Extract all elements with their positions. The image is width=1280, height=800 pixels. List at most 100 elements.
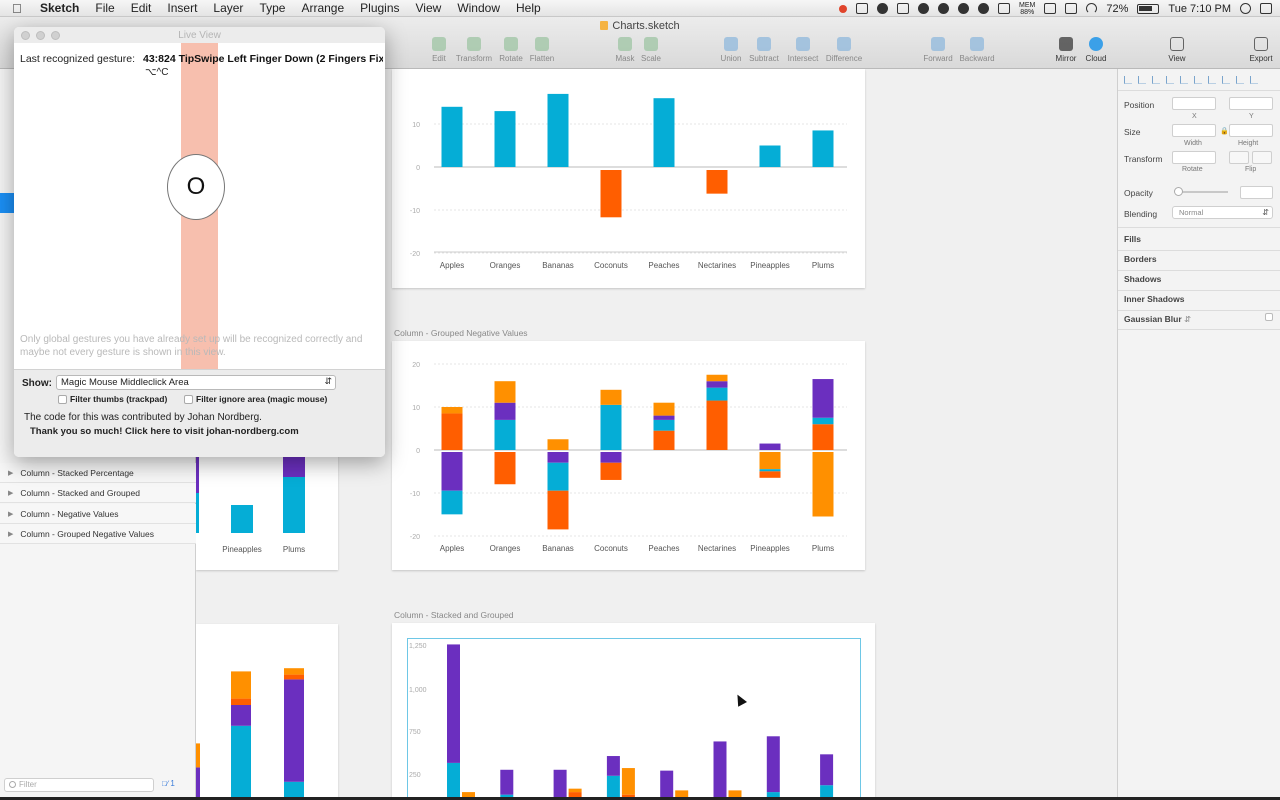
memory-monitor[interactable]: MEM 88% bbox=[1019, 2, 1035, 16]
volume-icon[interactable] bbox=[1065, 3, 1078, 14]
toolbar-subtract-button[interactable]: Subtract bbox=[741, 37, 787, 63]
toolbar-flatten-button[interactable]: Flatten bbox=[519, 37, 565, 63]
position-x-field[interactable] bbox=[1172, 97, 1216, 110]
credit-link[interactable]: Thank you so much! Click here to visit j… bbox=[30, 426, 299, 437]
toolbar-difference-button[interactable]: Difference bbox=[821, 37, 867, 63]
disclosure-triangle-icon[interactable]: ▶ bbox=[8, 530, 14, 538]
borders-header[interactable]: Borders bbox=[1124, 254, 1157, 264]
toolbar-intersect-button[interactable]: Intersect bbox=[780, 37, 826, 63]
position-y-field[interactable] bbox=[1229, 97, 1273, 110]
layer-count-badge[interactable]: □∕ 1 bbox=[162, 779, 175, 788]
layer-stacked-percentage[interactable]: ▶ Column - Stacked Percentage bbox=[0, 463, 196, 483]
filter-thumbs-checkbox[interactable] bbox=[58, 395, 67, 404]
notification-center-icon[interactable] bbox=[1260, 3, 1272, 14]
help-circle-icon[interactable] bbox=[958, 3, 970, 14]
battery-percent[interactable]: 72% bbox=[1106, 2, 1129, 15]
show-select[interactable]: Magic Mouse Middleclick Area ⇵ bbox=[56, 375, 336, 390]
align-baseline-icon[interactable] bbox=[1236, 75, 1244, 84]
gaussian-blur-checkbox[interactable] bbox=[1265, 313, 1273, 321]
menu-app[interactable]: Sketch bbox=[40, 1, 80, 15]
opacity-field[interactable] bbox=[1240, 186, 1273, 199]
spotlight-icon[interactable] bbox=[1240, 3, 1251, 14]
align-right-icon[interactable] bbox=[1152, 75, 1160, 84]
minimize-button[interactable] bbox=[36, 31, 45, 40]
disclosure-triangle-icon[interactable]: ▶ bbox=[8, 489, 14, 497]
align-middle-icon[interactable] bbox=[1180, 75, 1188, 84]
artboard-negative-values[interactable]: 10 0 -10 -20 Apples Oranges Bananas Coconuts Pea… bbox=[392, 69, 865, 288]
toolbar-export-button[interactable]: Export bbox=[1238, 37, 1280, 63]
menu-edit[interactable]: Edit bbox=[130, 1, 152, 15]
rotate-field[interactable] bbox=[1172, 151, 1216, 164]
menu-type[interactable]: Type bbox=[259, 1, 286, 15]
distribute-v-icon[interactable] bbox=[1222, 75, 1230, 84]
flip-vertical-button[interactable] bbox=[1252, 151, 1272, 164]
distribute-h-icon[interactable] bbox=[1208, 75, 1216, 84]
layer-negative-values[interactable]: ▶ Column - Negative Values bbox=[0, 504, 196, 524]
toolbar-rotate-button[interactable]: Rotate bbox=[488, 37, 534, 63]
artboard-stacked-grouped[interactable]: 1,250 1,000 750 250 bbox=[392, 623, 875, 800]
height-field[interactable] bbox=[1229, 124, 1273, 137]
menu-plugins[interactable]: Plugins bbox=[360, 1, 400, 15]
lock-ratio-icon[interactable]: 🔒 bbox=[1220, 128, 1229, 135]
filter-ignore-checkbox[interactable] bbox=[184, 395, 193, 404]
airplay-icon[interactable] bbox=[1044, 3, 1057, 14]
dropbox-icon[interactable] bbox=[877, 3, 889, 14]
toolbar-union-button[interactable]: Union bbox=[708, 37, 754, 63]
toolbar-backward-button[interactable]: Backward bbox=[954, 37, 1000, 63]
disclosure-triangle-icon[interactable]: ▶ bbox=[8, 510, 14, 518]
toolbar-view-button[interactable]: View bbox=[1154, 37, 1200, 63]
artboard-title-stacked-grouped[interactable]: Column - Stacked and Grouped bbox=[394, 610, 514, 620]
width-field[interactable] bbox=[1172, 124, 1216, 137]
zoom-button[interactable] bbox=[51, 31, 60, 40]
cloud-sync-icon[interactable] bbox=[938, 3, 950, 14]
menu-window[interactable]: Window bbox=[457, 1, 500, 15]
resize-icon[interactable] bbox=[1250, 75, 1258, 84]
align-bottom-icon[interactable] bbox=[1194, 75, 1202, 84]
inner-shadows-header[interactable]: Inner Shadows bbox=[1124, 294, 1185, 304]
toolbar-edit-button[interactable]: Edit bbox=[416, 37, 462, 63]
filter-ignore-label[interactable]: Filter ignore area (magic mouse) bbox=[196, 394, 328, 404]
apple-menu-icon[interactable]:  bbox=[12, 1, 36, 16]
layer-filter-input[interactable]: Filter bbox=[4, 778, 154, 792]
toolbar-transform-button[interactable]: Transform bbox=[451, 37, 497, 63]
menu-help[interactable]: Help bbox=[516, 1, 541, 15]
artboard-partial-bottom-left[interactable] bbox=[196, 624, 338, 800]
battery-icon[interactable] bbox=[1137, 3, 1160, 14]
artboard-title-grouped-negative[interactable]: Column - Grouped Negative Values bbox=[394, 328, 528, 338]
filter-thumbs-label[interactable]: Filter thumbs (trackpad) bbox=[70, 394, 168, 404]
toolbar-mask-button[interactable]: Mask bbox=[602, 37, 648, 63]
toolbar-mirror-button[interactable]: Mirror bbox=[1043, 37, 1089, 63]
gaussian-blur-header[interactable]: Gaussian Blur ⇵ bbox=[1124, 314, 1191, 325]
menu-layer[interactable]: Layer bbox=[213, 1, 244, 15]
menu-arrange[interactable]: Arrange bbox=[301, 1, 345, 15]
fills-header[interactable]: Fills bbox=[1124, 234, 1142, 244]
layer-grouped-negative-values[interactable]: ▶ Column - Grouped Negative Values bbox=[0, 524, 196, 544]
wifi-icon[interactable] bbox=[1086, 3, 1098, 14]
mic-icon[interactable] bbox=[998, 3, 1011, 14]
calendar-icon[interactable] bbox=[897, 3, 910, 14]
menu-file[interactable]: File bbox=[95, 1, 115, 15]
blending-select[interactable]: Normal ⇵ bbox=[1172, 206, 1273, 219]
layer-stacked-grouped[interactable]: ▶ Column - Stacked and Grouped bbox=[0, 483, 196, 503]
record-icon[interactable] bbox=[839, 4, 848, 13]
clock[interactable]: Tue 7:10 PM bbox=[1168, 2, 1231, 15]
flip-horizontal-button[interactable] bbox=[1229, 151, 1249, 164]
disclosure-triangle-icon[interactable]: ▶ bbox=[8, 469, 14, 477]
close-button[interactable] bbox=[21, 31, 30, 40]
toolbar-scale-button[interactable]: Scale bbox=[628, 37, 674, 63]
menu-insert[interactable]: Insert bbox=[167, 1, 198, 15]
evernote-icon[interactable] bbox=[918, 3, 930, 14]
screen-share-icon[interactable] bbox=[856, 3, 869, 14]
align-center-icon[interactable] bbox=[1138, 75, 1146, 84]
shadows-header[interactable]: Shadows bbox=[1124, 274, 1162, 284]
artboard-grouped-negative-values[interactable]: 20 10 0 -10 -20 Apples Oranges Bananas Coconuts P… bbox=[392, 341, 865, 570]
opacity-slider[interactable] bbox=[1176, 191, 1228, 193]
align-top-icon[interactable] bbox=[1166, 75, 1174, 84]
toolbar-forward-button[interactable]: Forward bbox=[915, 37, 961, 63]
skype-icon[interactable] bbox=[978, 3, 990, 14]
align-left-icon[interactable] bbox=[1124, 75, 1132, 84]
toolbar-cloud-button[interactable]: Cloud bbox=[1073, 37, 1119, 63]
opacity-slider-knob[interactable] bbox=[1174, 187, 1183, 196]
menu-view[interactable]: View bbox=[415, 1, 442, 15]
